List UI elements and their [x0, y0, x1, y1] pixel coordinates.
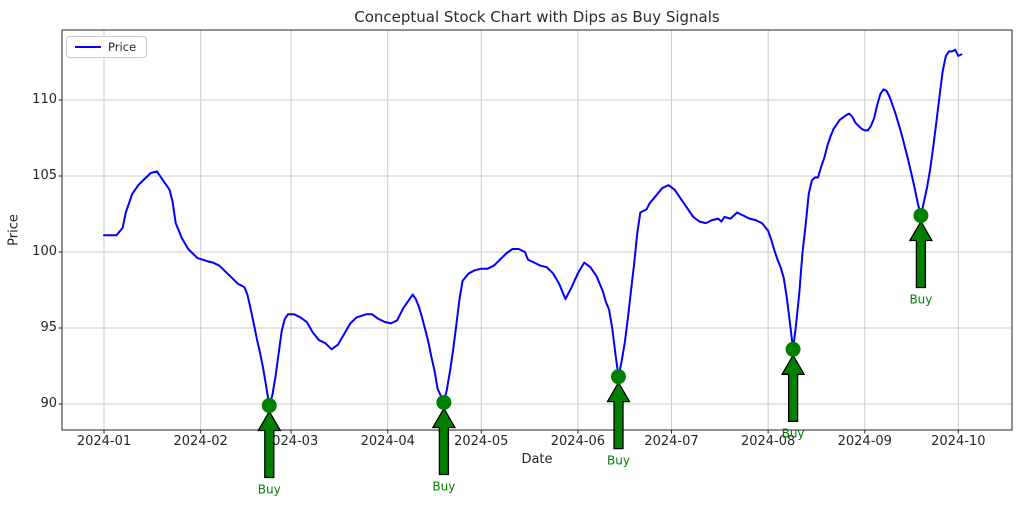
buy-arrow	[780, 354, 806, 422]
x-axis-label: Date	[521, 452, 553, 467]
x-tick-label: 2024-05	[454, 434, 509, 449]
x-tick-label: 2024-08	[740, 434, 796, 449]
buy-marker	[436, 394, 452, 410]
buy-arrow	[257, 410, 282, 479]
y-tick-label: 95	[40, 320, 57, 335]
x-tick-label: 2024-03	[263, 434, 319, 449]
chart-title: Conceptual Stock Chart with Dips as Buy …	[354, 8, 720, 26]
buy-label: Buy	[782, 426, 805, 440]
buy-marker	[610, 369, 626, 385]
buy-arrow	[606, 381, 631, 450]
buy-label: Buy	[607, 454, 630, 468]
y-tick-label: 100	[32, 244, 57, 259]
legend-line-sample	[75, 46, 101, 48]
y-tick-label: 110	[32, 92, 57, 107]
buy-label: Buy	[258, 483, 281, 497]
y-tick-label: 90	[40, 396, 57, 411]
buy-label: Buy	[909, 293, 932, 307]
x-tick-label: 2024-02	[173, 434, 228, 449]
legend: Price	[66, 36, 148, 58]
x-tick-label: 2024-01	[76, 434, 132, 449]
x-tick-label: 2024-10	[931, 434, 986, 449]
buy-label: Buy	[432, 479, 455, 493]
price-line	[103, 48, 963, 407]
buy-marker	[913, 208, 929, 224]
x-tick-label: 2024-04	[360, 434, 415, 449]
buy-arrow	[908, 220, 934, 289]
buy-marker	[261, 398, 277, 414]
legend-label: Price	[108, 40, 137, 54]
x-tick-label: 2024-06	[550, 434, 606, 449]
axis-spines	[61, 29, 1013, 431]
buy-arrow	[431, 407, 457, 476]
x-tick-label: 2024-09	[837, 434, 892, 449]
y-tick-label: 105	[32, 168, 57, 183]
x-tick-label: 2024-07	[644, 434, 699, 449]
buy-marker	[785, 341, 801, 357]
